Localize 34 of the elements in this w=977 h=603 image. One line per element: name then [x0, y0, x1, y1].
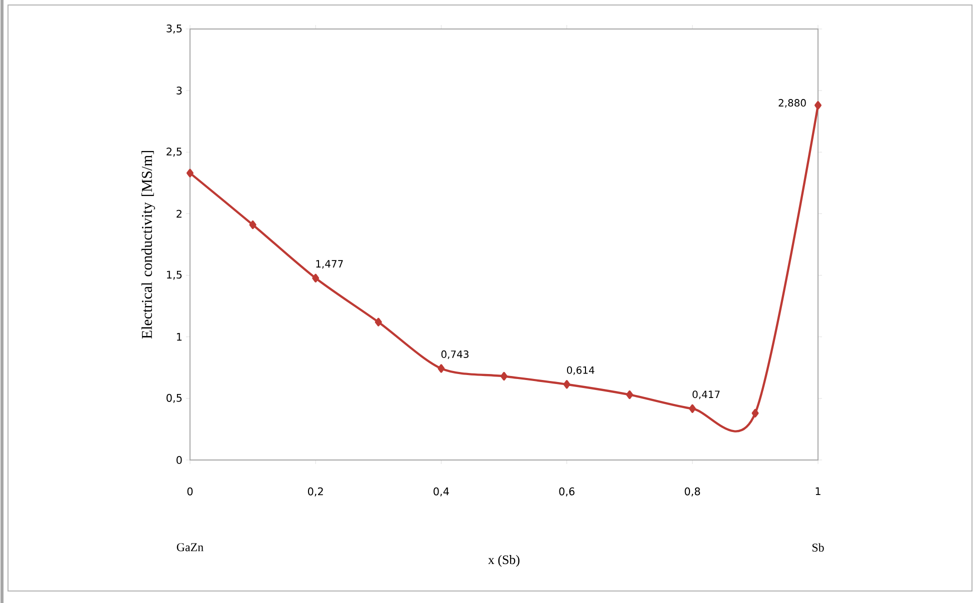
point: [500, 372, 508, 381]
y-tick-label: 1: [176, 333, 182, 341]
y-tick-label: 2,5: [166, 148, 182, 157]
point: [563, 380, 570, 389]
data-label: 0,743: [441, 350, 468, 359]
y-tick-label: 3,5: [166, 24, 182, 34]
point: [688, 404, 696, 413]
data-label: 2,880: [778, 99, 806, 108]
y-axis-title: Electrical conductivity [MS/m]: [141, 150, 156, 339]
x-axis-title: x (Sb): [488, 555, 520, 567]
x-tick-label: 0,8: [684, 487, 700, 496]
point: [374, 318, 382, 326]
x-tick-label: 0,4: [434, 487, 449, 496]
point: [752, 408, 759, 418]
point: [438, 364, 445, 373]
data-label: 0,614: [567, 366, 594, 375]
y-tick-label: 1,5: [167, 270, 182, 280]
y-tick-label: 0: [176, 456, 182, 464]
text: GaZn: [176, 543, 204, 552]
y-tick-label: 2: [176, 210, 182, 218]
point: [312, 274, 320, 282]
x-tick-label: 0,6: [559, 487, 574, 496]
y-tick-label: 3: [176, 86, 182, 95]
x-tick-label: 0: [187, 487, 193, 496]
x-tick-label: 1: [816, 487, 820, 496]
data-label: 0,417: [692, 390, 720, 400]
point: [249, 220, 256, 230]
point: [814, 101, 822, 110]
data-label: 1,477: [316, 260, 343, 269]
point: [626, 390, 634, 399]
y-tick-label: 0,5: [166, 394, 182, 403]
text: Sb: [812, 543, 824, 552]
x-tick-label: 0,2: [308, 487, 323, 496]
point: [186, 168, 194, 178]
